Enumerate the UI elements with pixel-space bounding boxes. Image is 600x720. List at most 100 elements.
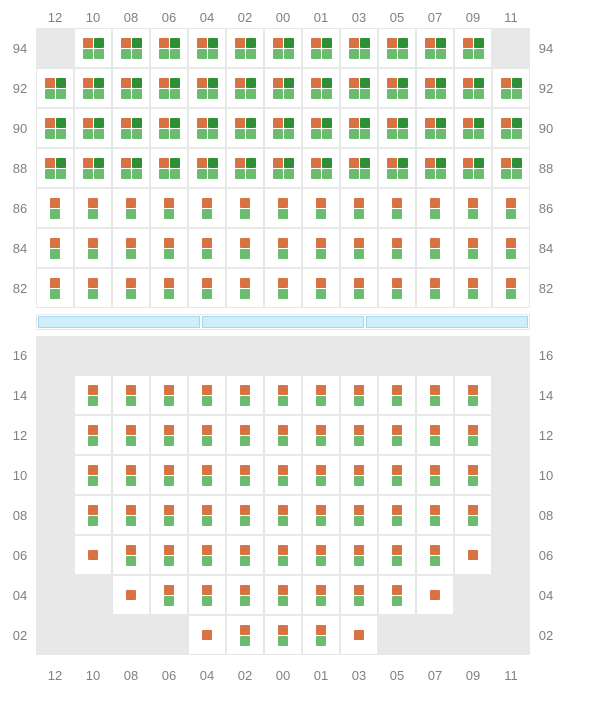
seat-cell[interactable] — [340, 535, 378, 575]
seat-cell[interactable] — [112, 455, 150, 495]
seat-cell[interactable] — [188, 575, 226, 615]
seat-cell[interactable] — [264, 268, 302, 308]
seat-cell[interactable] — [226, 615, 264, 655]
seat-cell[interactable] — [264, 68, 302, 108]
seat-cell[interactable] — [150, 188, 188, 228]
seat-cell[interactable] — [112, 268, 150, 308]
seat-cell[interactable] — [340, 28, 378, 68]
seat-cell[interactable] — [378, 228, 416, 268]
seat-cell[interactable] — [188, 615, 226, 655]
seat-cell[interactable] — [302, 495, 340, 535]
seat-cell[interactable] — [150, 228, 188, 268]
seat-cell[interactable] — [112, 68, 150, 108]
seat-cell[interactable] — [226, 148, 264, 188]
seat-cell[interactable] — [226, 68, 264, 108]
seat-cell[interactable] — [150, 28, 188, 68]
seat-cell[interactable] — [264, 575, 302, 615]
seat-cell[interactable] — [378, 68, 416, 108]
seat-cell[interactable] — [36, 188, 74, 228]
seat-cell[interactable] — [226, 535, 264, 575]
seat-cell[interactable] — [112, 375, 150, 415]
seat-cell[interactable] — [226, 455, 264, 495]
seat-cell[interactable] — [112, 228, 150, 268]
seat-cell[interactable] — [302, 28, 340, 68]
seat-cell[interactable] — [454, 28, 492, 68]
seat-cell[interactable] — [492, 228, 530, 268]
seat-cell[interactable] — [454, 535, 492, 575]
seat-cell[interactable] — [112, 495, 150, 535]
seat-cell[interactable] — [150, 415, 188, 455]
seat-cell[interactable] — [340, 188, 378, 228]
seat-cell[interactable] — [454, 375, 492, 415]
seat-cell[interactable] — [454, 455, 492, 495]
seat-cell[interactable] — [150, 268, 188, 308]
seat-cell[interactable] — [340, 495, 378, 535]
seat-cell[interactable] — [74, 228, 112, 268]
seat-cell[interactable] — [264, 615, 302, 655]
seat-cell[interactable] — [74, 455, 112, 495]
seat-cell[interactable] — [74, 375, 112, 415]
seat-cell[interactable] — [416, 68, 454, 108]
seat-cell[interactable] — [264, 28, 302, 68]
seat-cell[interactable] — [188, 415, 226, 455]
seat-cell[interactable] — [226, 28, 264, 68]
seat-cell[interactable] — [378, 535, 416, 575]
seat-cell[interactable] — [302, 535, 340, 575]
seat-cell[interactable] — [112, 415, 150, 455]
seat-cell[interactable] — [416, 188, 454, 228]
seat-cell[interactable] — [492, 108, 530, 148]
seat-cell[interactable] — [112, 108, 150, 148]
seat-cell[interactable] — [340, 375, 378, 415]
seat-cell[interactable] — [150, 108, 188, 148]
seat-cell[interactable] — [416, 535, 454, 575]
seat-cell[interactable] — [340, 415, 378, 455]
seat-cell[interactable] — [302, 575, 340, 615]
seat-cell[interactable] — [340, 148, 378, 188]
seat-cell[interactable] — [188, 108, 226, 148]
seat-cell[interactable] — [188, 495, 226, 535]
seat-cell[interactable] — [36, 228, 74, 268]
seat-cell[interactable] — [74, 28, 112, 68]
seat-cell[interactable] — [188, 28, 226, 68]
seat-cell[interactable] — [150, 68, 188, 108]
seat-cell[interactable] — [74, 68, 112, 108]
seat-cell[interactable] — [226, 495, 264, 535]
seat-cell[interactable] — [416, 575, 454, 615]
seat-cell[interactable] — [340, 268, 378, 308]
seat-cell[interactable] — [150, 535, 188, 575]
seat-cell[interactable] — [264, 108, 302, 148]
seat-cell[interactable] — [340, 575, 378, 615]
seat-cell[interactable] — [36, 108, 74, 148]
seat-cell[interactable] — [302, 68, 340, 108]
seat-cell[interactable] — [150, 495, 188, 535]
seat-cell[interactable] — [340, 228, 378, 268]
seat-cell[interactable] — [302, 148, 340, 188]
seat-cell[interactable] — [150, 575, 188, 615]
seat-cell[interactable] — [150, 455, 188, 495]
seat-cell[interactable] — [454, 188, 492, 228]
seat-cell[interactable] — [302, 615, 340, 655]
seat-cell[interactable] — [378, 28, 416, 68]
seat-cell[interactable] — [264, 228, 302, 268]
seat-cell[interactable] — [188, 148, 226, 188]
seat-cell[interactable] — [112, 575, 150, 615]
seat-cell[interactable] — [378, 575, 416, 615]
seat-cell[interactable] — [492, 268, 530, 308]
seat-cell[interactable] — [74, 148, 112, 188]
seat-cell[interactable] — [416, 228, 454, 268]
seat-cell[interactable] — [302, 268, 340, 308]
seat-cell[interactable] — [112, 148, 150, 188]
seat-cell[interactable] — [416, 148, 454, 188]
seat-cell[interactable] — [378, 495, 416, 535]
seat-cell[interactable] — [188, 375, 226, 415]
seat-cell[interactable] — [492, 68, 530, 108]
seat-cell[interactable] — [454, 495, 492, 535]
seat-cell[interactable] — [416, 375, 454, 415]
seat-cell[interactable] — [226, 228, 264, 268]
seat-cell[interactable] — [74, 188, 112, 228]
seat-cell[interactable] — [416, 415, 454, 455]
seat-cell[interactable] — [188, 535, 226, 575]
seat-cell[interactable] — [188, 68, 226, 108]
seat-cell[interactable] — [492, 188, 530, 228]
seat-cell[interactable] — [302, 188, 340, 228]
